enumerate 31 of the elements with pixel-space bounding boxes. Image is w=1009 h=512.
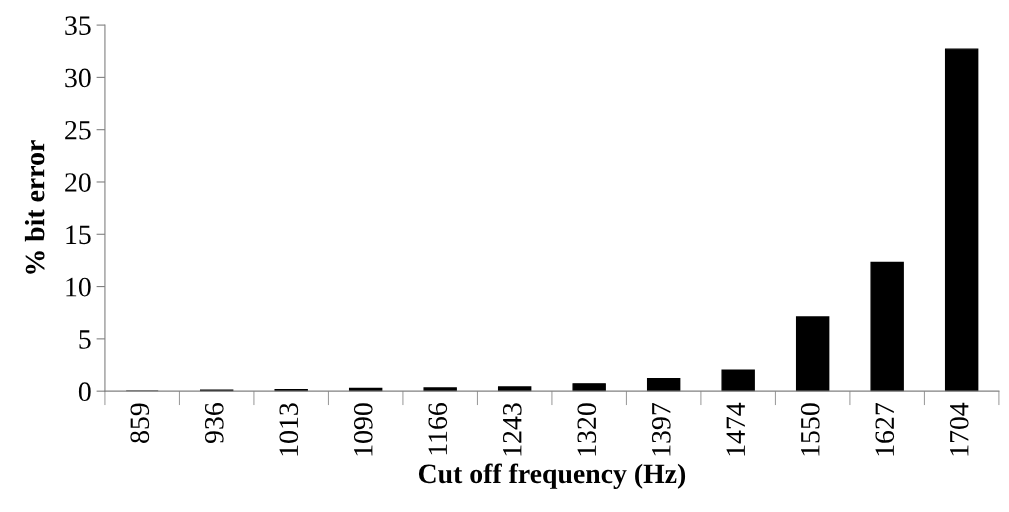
x-tick-label: 1166 — [428, 403, 448, 455]
x-tick-label: 1013 — [279, 403, 299, 456]
x-tick-label: 1243 — [502, 403, 522, 456]
x-tick-label: 1397 — [651, 403, 671, 456]
x-axis-title: Cut off frequency (Hz) — [418, 463, 686, 489]
x-tick-label: 1474 — [726, 402, 745, 456]
y-tick-label: 0 — [78, 382, 91, 402]
bar — [572, 383, 606, 392]
bar — [795, 316, 830, 392]
x-tick-label: 1320 — [577, 403, 597, 456]
x-tick-label: 859 — [130, 403, 150, 443]
bar — [348, 387, 383, 392]
bar — [944, 48, 979, 392]
y-tick-label: 30 — [65, 68, 91, 88]
y-tick-label: 5 — [79, 330, 91, 349]
y-tick-label: 10 — [66, 277, 91, 297]
y-tick-label: 20 — [65, 173, 91, 192]
x-tick-label: 1090 — [353, 403, 373, 456]
y-tick-label: 35 — [65, 16, 91, 35]
bar — [870, 261, 904, 392]
y-axis-title: % bit error — [24, 140, 45, 274]
x-tick-label: 936 — [204, 403, 224, 444]
y-tick-label: 15 — [66, 225, 91, 245]
bar — [423, 387, 457, 392]
y-tick-label: 25 — [65, 120, 91, 140]
x-tick-label: 1704 — [949, 402, 969, 456]
bar — [497, 386, 532, 392]
bar — [646, 377, 681, 392]
x-tick-label: 1550 — [800, 403, 820, 456]
bar — [721, 369, 755, 392]
x-tick-label: 1627 — [875, 403, 895, 456]
